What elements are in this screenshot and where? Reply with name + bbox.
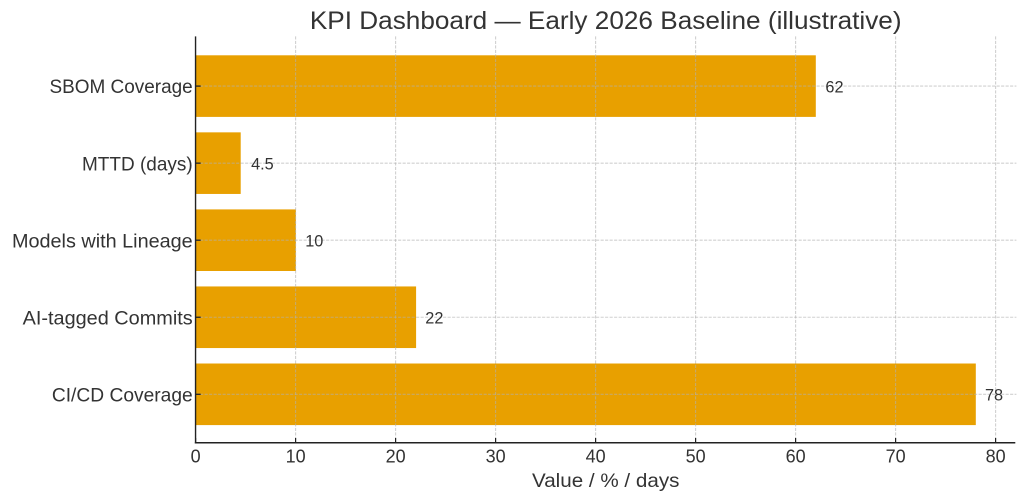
- svg-text:10: 10: [305, 232, 323, 250]
- svg-text:10: 10: [286, 447, 306, 467]
- svg-text:AI-tagged Commits: AI-tagged Commits: [23, 308, 193, 329]
- svg-text:MTTD (days): MTTD (days): [82, 154, 193, 175]
- svg-text:78: 78: [985, 387, 1003, 405]
- svg-text:40: 40: [586, 447, 606, 467]
- svg-text:50: 50: [686, 447, 706, 467]
- svg-text:SBOM Coverage: SBOM Coverage: [49, 77, 192, 98]
- svg-text:KPI Dashboard — Early 2026 Bas: KPI Dashboard — Early 2026 Baseline (ill…: [310, 7, 902, 34]
- svg-text:0: 0: [191, 447, 201, 467]
- svg-text:70: 70: [886, 447, 906, 467]
- svg-text:80: 80: [986, 447, 1006, 467]
- svg-text:60: 60: [786, 447, 806, 467]
- svg-text:Models with Lineage: Models with Lineage: [12, 231, 193, 253]
- svg-text:CI/CD Coverage: CI/CD Coverage: [52, 385, 193, 406]
- svg-text:62: 62: [825, 78, 843, 96]
- svg-text:4.5: 4.5: [251, 155, 274, 173]
- svg-text:30: 30: [486, 447, 506, 467]
- svg-text:22: 22: [425, 309, 443, 327]
- svg-text:20: 20: [386, 447, 406, 467]
- svg-text:Value / % / days: Value / % / days: [532, 470, 679, 491]
